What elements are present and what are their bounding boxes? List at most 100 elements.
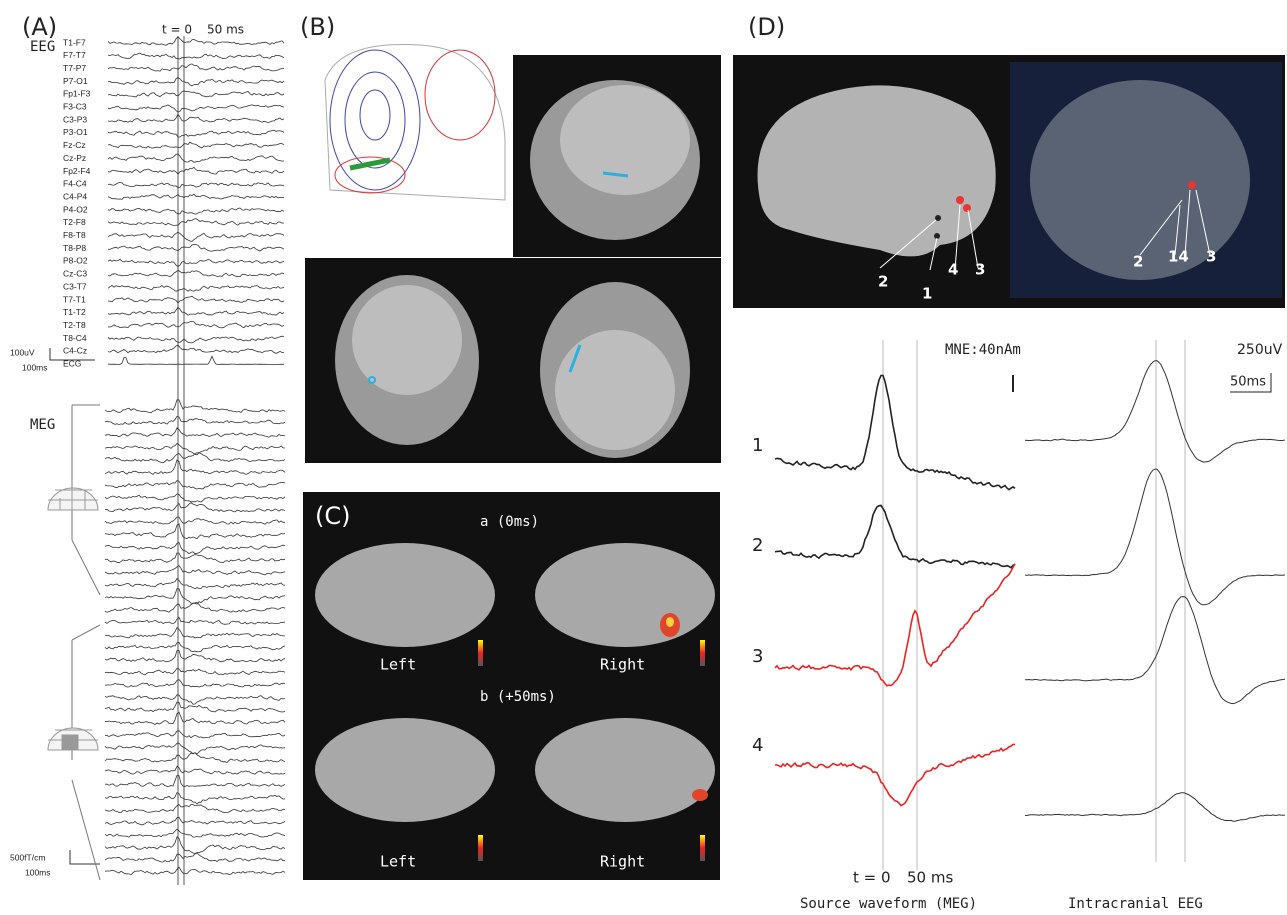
waveform bbox=[105, 566, 285, 575]
waveform bbox=[108, 270, 284, 276]
waveform bbox=[105, 817, 285, 825]
caption: Source waveform (MEG) bbox=[800, 896, 977, 912]
contour-map bbox=[325, 44, 505, 200]
waveform bbox=[108, 208, 284, 214]
waveform bbox=[108, 182, 284, 187]
marker-label: 3 bbox=[1206, 248, 1216, 266]
channel-label: T2-T8 bbox=[63, 320, 86, 330]
hemisphere-label: Left bbox=[380, 853, 416, 871]
waveform bbox=[105, 517, 285, 524]
scale-label: 250uV bbox=[1237, 342, 1283, 358]
time-label: t = 0 bbox=[853, 869, 891, 887]
panel-label: (C) bbox=[315, 502, 350, 530]
waveform bbox=[105, 712, 285, 724]
waveform bbox=[108, 244, 284, 251]
scale-label: 500fT/cm bbox=[10, 852, 45, 862]
marker-label: 4 bbox=[948, 261, 958, 279]
hemisphere-label: Left bbox=[380, 656, 416, 674]
eeg-label: EEG bbox=[30, 39, 55, 55]
waveform bbox=[105, 668, 285, 675]
marker-label: 3 bbox=[975, 261, 985, 279]
waveform bbox=[105, 553, 285, 563]
waveform bbox=[105, 543, 285, 554]
marker-label: 14 bbox=[1168, 248, 1189, 266]
marker-label: 1 bbox=[922, 285, 932, 303]
waveform bbox=[105, 753, 285, 763]
trace-label: 1 bbox=[752, 435, 763, 456]
channel-label: P8-O2 bbox=[63, 256, 88, 266]
waveform bbox=[108, 53, 284, 59]
scale-label: 100uV bbox=[10, 347, 35, 357]
waveform bbox=[108, 232, 284, 241]
waveform bbox=[108, 356, 284, 364]
time-label: 50 ms bbox=[907, 869, 953, 887]
channel-label: C3-P3 bbox=[63, 114, 87, 124]
channel-label: Cz-C3 bbox=[63, 269, 87, 279]
waveform bbox=[105, 481, 285, 490]
waveform bbox=[105, 695, 285, 704]
row-label: b (+50ms) bbox=[480, 689, 556, 705]
channel-label: F7-T7 bbox=[63, 50, 86, 60]
brain-render bbox=[758, 85, 996, 256]
channel-label: F4-C4 bbox=[63, 179, 87, 189]
waveform bbox=[108, 37, 284, 46]
waveform bbox=[108, 194, 284, 199]
waveform bbox=[105, 617, 285, 624]
waveform bbox=[105, 766, 285, 774]
trace-label: 2 bbox=[752, 535, 763, 556]
waveform bbox=[105, 680, 285, 688]
row-label: a (0ms) bbox=[480, 514, 539, 530]
waveform bbox=[108, 336, 284, 343]
figure: (A) t = 0 50 ms EEG 100uV 100ms MEG 500f… bbox=[0, 0, 1287, 915]
channel-label: P7-O1 bbox=[63, 76, 88, 86]
channel-label: T8-C4 bbox=[63, 333, 87, 343]
channel-label: Fp2-F4 bbox=[63, 166, 91, 176]
time-label: 50 ms bbox=[207, 23, 244, 37]
waveform bbox=[105, 416, 285, 424]
waveform bbox=[105, 603, 285, 613]
waveform bbox=[105, 579, 285, 589]
channel-label: F3-C3 bbox=[63, 102, 87, 112]
channel-label: Fz-Cz bbox=[63, 140, 86, 150]
channel-label: C3-T7 bbox=[63, 281, 87, 291]
marker-label: 2 bbox=[1133, 253, 1143, 271]
waveform bbox=[775, 376, 1015, 490]
waveform bbox=[105, 460, 285, 475]
waveform bbox=[108, 64, 284, 71]
waveform bbox=[775, 744, 1015, 805]
waveform bbox=[1025, 793, 1285, 822]
channel-label: C4-Cz bbox=[63, 346, 87, 356]
waveform bbox=[105, 651, 285, 662]
channel-label: C4-P4 bbox=[63, 191, 87, 201]
channel-label: P3-O1 bbox=[63, 127, 88, 137]
waveform bbox=[108, 130, 284, 137]
hemisphere-label: Right bbox=[600, 853, 645, 871]
mri-brain bbox=[555, 330, 675, 450]
waveform bbox=[108, 259, 284, 266]
channel-label: T8-P8 bbox=[63, 243, 86, 253]
caption: Intracranial EEG bbox=[1068, 896, 1203, 912]
waveform bbox=[108, 167, 284, 174]
waveform bbox=[105, 775, 285, 786]
waveform bbox=[105, 503, 285, 512]
waveform bbox=[105, 589, 285, 604]
trace-label: 3 bbox=[752, 646, 763, 667]
scale-label: 100ms bbox=[25, 867, 51, 877]
mri-brain bbox=[560, 85, 690, 195]
panel-label: (A) bbox=[22, 13, 57, 41]
waveform bbox=[108, 114, 284, 122]
waveform bbox=[775, 505, 1015, 567]
scale-label: 50ms bbox=[1230, 375, 1266, 390]
waveform bbox=[775, 564, 1015, 686]
trace-label: 4 bbox=[752, 735, 763, 756]
channel-label: T1-F7 bbox=[63, 37, 86, 47]
waveform bbox=[105, 867, 285, 875]
electrode bbox=[1188, 181, 1196, 189]
waveform bbox=[108, 154, 284, 163]
channel-label: ECG bbox=[63, 359, 81, 369]
helmet-icon bbox=[48, 488, 98, 750]
scale-label: MNE:40nAm bbox=[945, 342, 1021, 358]
marker-label: 2 bbox=[878, 273, 888, 291]
waveform bbox=[108, 105, 284, 112]
scale-label: 100ms bbox=[22, 362, 48, 372]
